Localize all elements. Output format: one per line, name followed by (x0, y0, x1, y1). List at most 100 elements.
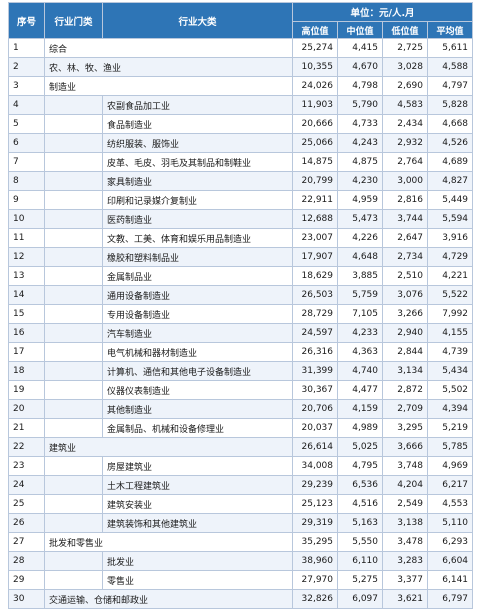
row-high-value: 24,597 (292, 323, 338, 343)
row-seq: 23 (8, 456, 45, 476)
row-median-value: 3,885 (337, 266, 383, 286)
row-median-value: 4,875 (337, 152, 383, 172)
row-median-value: 4,959 (337, 190, 383, 210)
row-median-value: 4,363 (337, 342, 383, 362)
row-low-value: 3,028 (382, 57, 428, 77)
row-seq: 4 (8, 95, 45, 115)
row-industry-major: 金属制品、机械和设备修理业 (102, 418, 293, 438)
row-low-value: 3,295 (382, 418, 428, 438)
table-row: 8 家具制造业 20,799 4,230 3,000 4,827 (8, 171, 474, 191)
header-median: 中位值 (337, 21, 383, 39)
row-average-value: 3,916 (426, 228, 474, 248)
row-industry-category-empty (44, 304, 103, 324)
row-low-value: 3,076 (382, 285, 428, 305)
row-high-value: 35,295 (292, 532, 338, 552)
table-row: 17 电气机械和器材制造业 26,316 4,363 2,844 4,739 (8, 342, 474, 362)
row-industry-major: 印刷和记录媒介复制业 (102, 190, 293, 210)
row-average-value: 5,502 (426, 380, 474, 400)
table-row: 5 食品制造业 20,666 4,733 2,434 4,668 (8, 114, 474, 134)
row-industry-category-empty (44, 456, 103, 476)
row-seq: 16 (8, 323, 45, 343)
row-median-value: 5,275 (337, 570, 383, 590)
header-industry-category: 行业门类 (44, 2, 103, 39)
row-median-value: 4,233 (337, 323, 383, 343)
row-low-value: 2,816 (382, 190, 428, 210)
row-seq: 25 (8, 494, 45, 514)
row-industry-major: 零售业 (102, 570, 293, 590)
table-row: 14 通用设备制造业 26,503 5,759 3,076 5,522 (8, 285, 474, 305)
row-median-value: 4,648 (337, 247, 383, 267)
header-unit: 单位：元/人.月 (291, 2, 474, 22)
row-median-value: 4,740 (337, 361, 383, 381)
row-seq: 28 (8, 551, 45, 571)
row-seq: 9 (8, 190, 45, 210)
row-industry-major: 仪器仪表制造业 (102, 380, 293, 400)
table-row: 1 综合 25,274 4,415 2,725 5,611 (8, 38, 474, 58)
row-low-value: 2,872 (382, 380, 428, 400)
row-high-value: 20,666 (292, 114, 338, 134)
row-average-value: 5,434 (426, 361, 474, 381)
row-high-value: 31,399 (292, 361, 338, 381)
row-average-value: 6,141 (426, 570, 474, 590)
row-high-value: 25,123 (292, 494, 338, 514)
row-industry-category: 制造业 (44, 76, 293, 96)
row-median-value: 4,798 (337, 76, 383, 96)
row-median-value: 6,097 (337, 589, 383, 609)
row-high-value: 38,960 (292, 551, 338, 571)
row-seq: 29 (8, 570, 45, 590)
row-seq: 18 (8, 361, 45, 381)
row-median-value: 4,989 (337, 418, 383, 438)
row-high-value: 25,274 (292, 38, 338, 58)
row-average-value: 6,217 (426, 475, 474, 495)
row-average-value: 5,828 (426, 95, 474, 115)
row-average-value: 5,594 (426, 209, 474, 229)
row-seq: 30 (8, 589, 45, 609)
row-median-value: 6,110 (337, 551, 383, 571)
row-low-value: 2,690 (382, 76, 428, 96)
row-low-value: 2,647 (382, 228, 428, 248)
row-seq: 5 (8, 114, 45, 134)
row-high-value: 26,614 (292, 437, 338, 457)
row-industry-category-empty (44, 361, 103, 381)
row-average-value: 6,293 (426, 532, 474, 552)
row-high-value: 32,826 (292, 589, 338, 609)
row-industry-major: 汽车制造业 (102, 323, 293, 343)
row-seq: 3 (8, 76, 45, 96)
row-average-value: 4,689 (426, 152, 474, 172)
table-row: 29 零售业 27,970 5,275 3,377 6,141 (8, 570, 474, 590)
row-seq: 19 (8, 380, 45, 400)
row-average-value: 4,729 (426, 247, 474, 267)
row-industry-major: 农副食品加工业 (102, 95, 293, 115)
row-seq: 10 (8, 209, 45, 229)
row-average-value: 5,611 (426, 38, 474, 58)
row-industry-category: 农、林、牧、渔业 (44, 57, 293, 77)
row-industry-major: 通用设备制造业 (102, 285, 293, 305)
table-row: 28 批发业 38,960 6,110 3,283 6,604 (8, 551, 474, 571)
row-average-value: 4,394 (426, 399, 474, 419)
row-low-value: 3,621 (382, 589, 428, 609)
row-seq: 8 (8, 171, 45, 191)
row-median-value: 4,415 (337, 38, 383, 58)
table-row: 10 医药制造业 12,688 5,473 3,744 5,594 (8, 209, 474, 229)
row-average-value: 5,219 (426, 418, 474, 438)
row-average-value: 5,110 (426, 513, 474, 533)
row-industry-major: 其他制造业 (102, 399, 293, 419)
row-industry-major: 医药制造业 (102, 209, 293, 229)
row-median-value: 4,226 (337, 228, 383, 248)
table-row: 18 计算机、通信和其他电子设备制造业 31,399 4,740 3,134 5,434 (8, 361, 474, 381)
table-row: 15 专用设备制造业 28,729 7,105 3,266 7,992 (8, 304, 474, 324)
table-row: 26 建筑装饰和其他建筑业 29,319 5,163 3,138 5,110 (8, 513, 474, 533)
header-low: 低位值 (382, 21, 428, 39)
row-industry-category-empty (44, 228, 103, 248)
row-industry-category-empty (44, 418, 103, 438)
row-average-value: 4,155 (426, 323, 474, 343)
row-seq: 1 (8, 38, 45, 58)
row-average-value: 7,992 (426, 304, 474, 324)
row-median-value: 5,759 (337, 285, 383, 305)
row-low-value: 2,510 (382, 266, 428, 286)
row-low-value: 2,709 (382, 399, 428, 419)
row-high-value: 25,066 (292, 133, 338, 153)
row-median-value: 4,733 (337, 114, 383, 134)
row-high-value: 14,875 (292, 152, 338, 172)
row-industry-major: 橡胶和塑料制品业 (102, 247, 293, 267)
